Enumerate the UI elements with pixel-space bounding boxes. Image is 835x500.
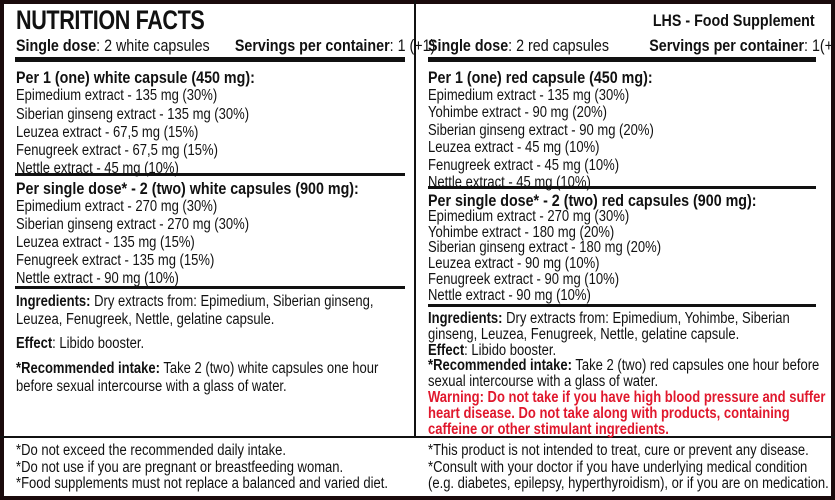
left-dose-line: Single dose: 2 white capsules Servings pe… xyxy=(16,36,436,55)
right-footer: *This product is not intended to treat, … xyxy=(428,442,829,492)
left-per-capsule: Per 1 (one) white capsule (450 mg): Epim… xyxy=(16,68,255,178)
left-rule-2 xyxy=(15,286,405,289)
warning-text: Warning: Do not take if you have high bl… xyxy=(428,388,826,406)
left-ingredients: Ingredients: Dry extracts from: Epimediu… xyxy=(16,293,379,395)
right-per-capsule: Per 1 (one) red capsule (450 mg): Epimed… xyxy=(428,68,654,191)
left-per-dose: Per single dose* - 2 (two) white capsule… xyxy=(16,179,359,288)
right-rule-1 xyxy=(428,186,816,189)
left-thick-rule xyxy=(15,57,405,62)
column-divider xyxy=(414,0,416,437)
right-dose-line: Single dose: 2 red capsules Servings per … xyxy=(428,36,835,55)
brand-title: LHS - Food Supplement xyxy=(653,11,815,30)
nutrition-facts-title: NUTRITION FACTS xyxy=(16,5,205,35)
left-rule-1 xyxy=(15,173,405,176)
right-thick-rule xyxy=(428,57,816,62)
left-footer: *Do not exceed the recommended daily int… xyxy=(16,442,389,492)
warning-text: heart disease. Do not take along with pr… xyxy=(428,404,790,422)
warning-text: caffeine or other stimulant ingredients. xyxy=(428,420,669,438)
right-rule-2 xyxy=(428,304,816,307)
right-per-dose: Per single dose* - 2 (two) red capsules … xyxy=(428,191,757,304)
right-ingredients: Ingredients: Dry extracts from: Epimediu… xyxy=(428,310,826,438)
footer-divider xyxy=(0,436,835,438)
